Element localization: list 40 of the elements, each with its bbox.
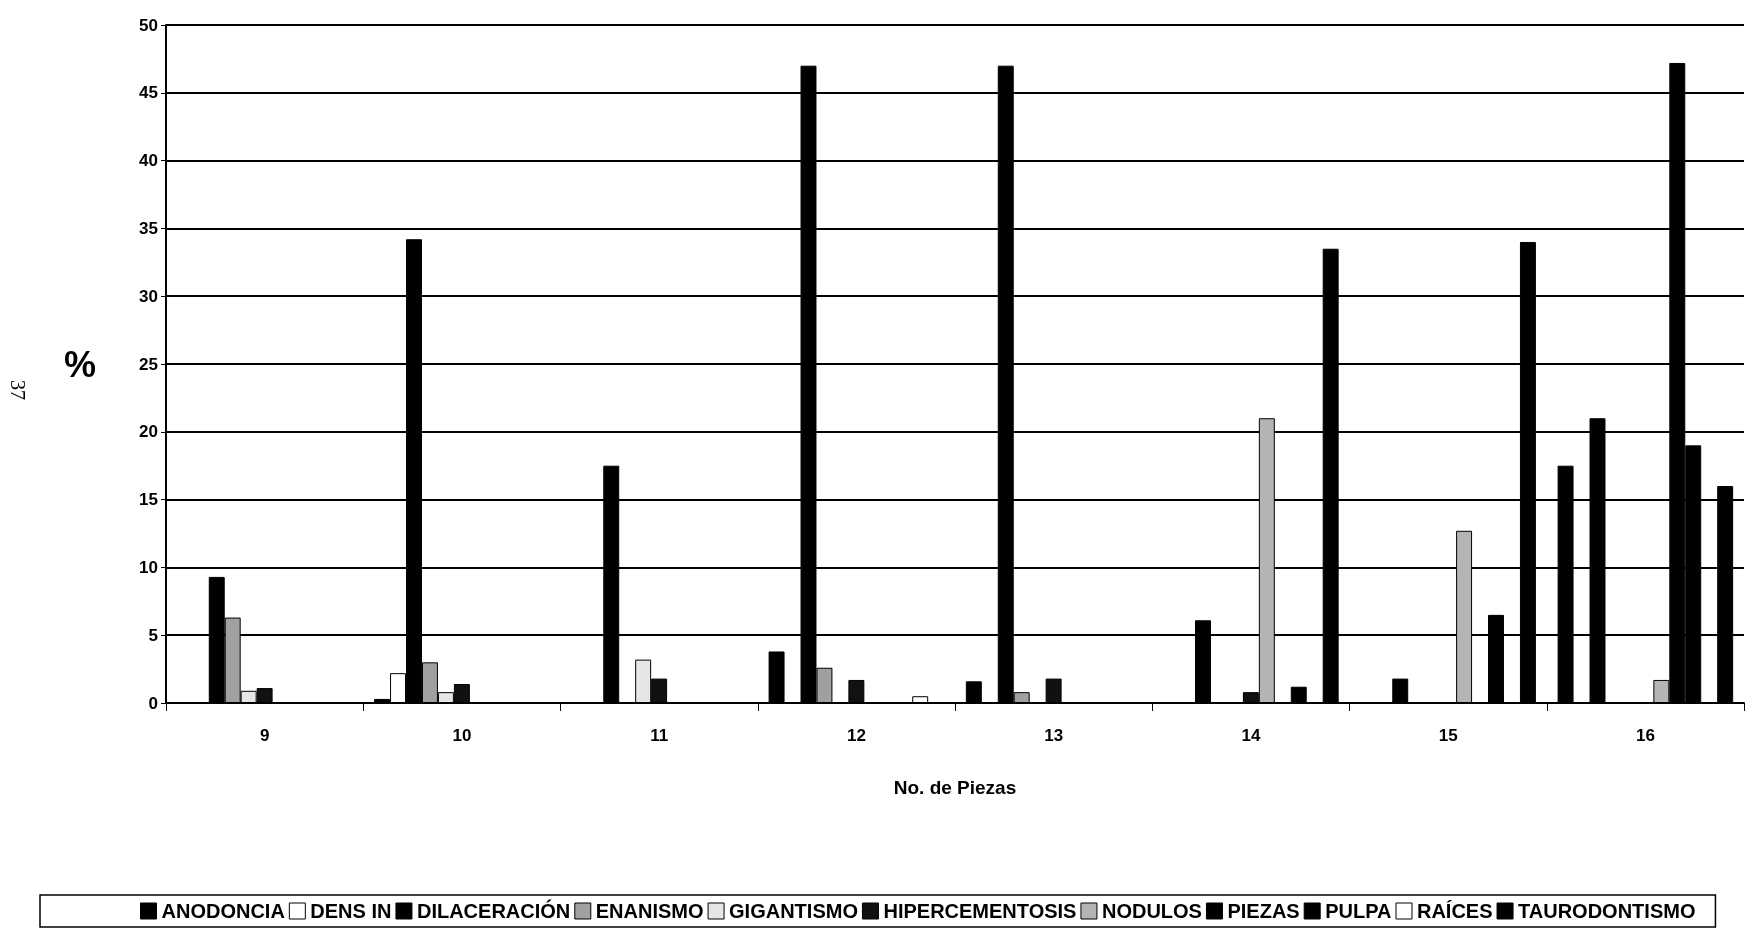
legend-label: TAURODONTISMO <box>1518 900 1696 922</box>
legend-label: GIGANTISMO <box>729 900 858 922</box>
x-tick-label: 10 <box>452 726 472 745</box>
legend-label: DILACERACIÓN <box>416 899 571 922</box>
legend-label: ENANISMO <box>595 900 704 922</box>
x-tick-label: 13 <box>1044 726 1064 745</box>
bar <box>1290 686 1307 703</box>
x-axis-title: No. de Piezas <box>893 777 1017 798</box>
bar <box>965 681 982 703</box>
y-tick-label: 25 <box>139 354 158 374</box>
y-axis-title: % <box>63 343 96 385</box>
legend-label: PULPA <box>1325 900 1392 922</box>
text: 37 <box>7 380 29 400</box>
x-tick-label: 14 <box>1241 726 1261 745</box>
y-tick-label: 0 <box>148 693 158 713</box>
legend-label: RAÍCES <box>1416 900 1493 922</box>
bar <box>768 651 785 703</box>
y-tick-label: 15 <box>139 490 158 510</box>
y-tick-label: 20 <box>139 422 158 442</box>
legend-label: HIPERCEMENTOSIS <box>883 900 1077 922</box>
bar <box>1045 678 1062 703</box>
legend-label: NODULOS <box>1101 900 1202 922</box>
x-tick-label: 11 <box>650 726 669 745</box>
bar <box>848 679 865 703</box>
y-tick-label: 40 <box>139 151 158 171</box>
y-tick-label: 30 <box>139 286 158 306</box>
x-tick-label: 15 <box>1438 726 1458 745</box>
y-tick-label: 5 <box>148 625 158 645</box>
bar <box>912 696 929 703</box>
y-tick-label: 45 <box>139 83 158 103</box>
x-tick-label: 16 <box>1635 726 1655 745</box>
legend-label: PIEZAS <box>1227 900 1300 922</box>
legend-label: ANODONCIA <box>161 900 285 922</box>
y-tick-label: 10 <box>139 557 158 577</box>
legend-label: DENS IN <box>310 900 392 922</box>
x-tick-label: 12 <box>846 726 866 745</box>
y-tick-label: 50 <box>139 15 158 35</box>
bar <box>1392 678 1409 703</box>
x-tick-label: 9 <box>259 726 270 745</box>
y-tick-label: 35 <box>139 218 158 238</box>
